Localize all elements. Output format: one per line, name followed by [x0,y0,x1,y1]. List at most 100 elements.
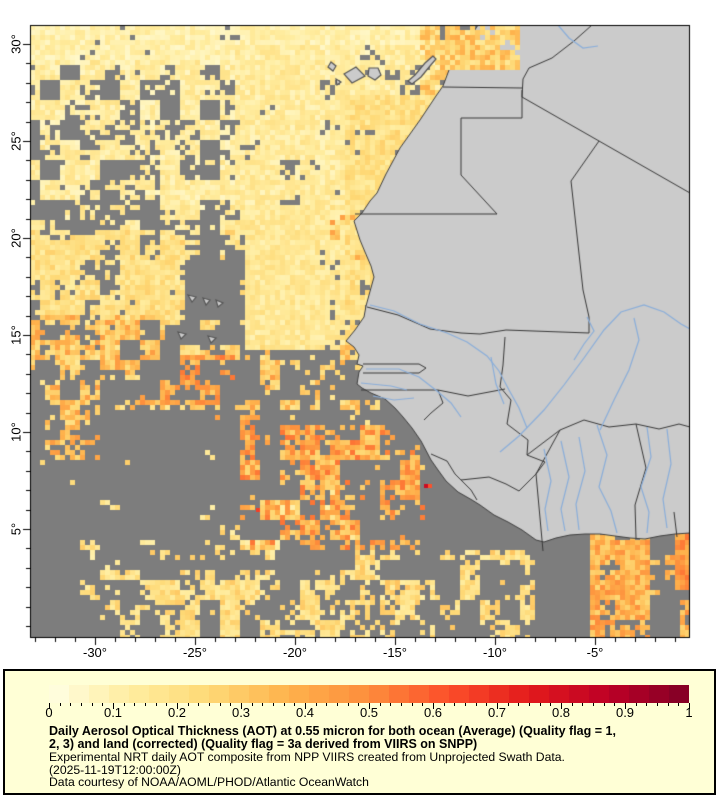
colorbar-minor-tick [603,703,605,706]
colorbar-minor-tick [475,703,477,706]
colorbar-segment [429,685,449,703]
colorbar-segment [189,685,209,703]
legend-title-line2: 2, 3) and land (corrected) (Quality flag… [49,737,478,751]
colorbar-minor-tick [315,703,317,706]
colorbar-segment [669,685,689,703]
y-axis-tick-label: 25° [8,131,24,151]
colorbar-minor-tick [667,703,669,706]
colorbar-segment [469,685,489,703]
colorbar-segment [589,685,609,703]
colorbar-minor-tick [187,703,189,706]
x-axis-tick-label: -30° [83,645,107,660]
colorbar-minor-tick [91,703,93,706]
colorbar-minor-tick [539,703,541,706]
colorbar-segment [149,685,169,703]
colorbar-major-tick [113,703,114,709]
legend-timestamp: (2025-11-19T12:00:00Z) [49,762,181,777]
colorbar-minor-tick [198,703,200,706]
colorbar-minor-tick [166,703,168,706]
y-axis-tick-label: 30° [8,34,24,54]
colorbar-minor-tick [134,703,136,706]
colorbar-minor-tick [422,703,424,706]
colorbar-major-tick [625,703,626,709]
colorbar-minor-tick [102,703,104,706]
colorbar-minor-tick [571,703,573,706]
colorbar-tick-label: 1 [685,705,693,720]
colorbar-major-tick [241,703,242,709]
colorbar-segment [249,685,269,703]
y-axis-tick-label: 15° [8,325,24,345]
colorbar-segment [309,685,329,703]
x-axis-tick-label: -25° [183,645,207,660]
colorbar-minor-tick [251,703,253,706]
colorbar-minor-tick [273,703,274,706]
x-axis-tick-label: -5° [586,645,604,660]
colorbar-segment [229,685,249,703]
y-axis-tick-label: 20° [8,228,24,248]
colorbar-minor-tick [70,703,72,706]
x-axis-tick-label: -10° [483,645,507,660]
colorbar-major-tick [561,703,562,709]
colorbar-tick-label: 0.5 [359,705,379,720]
colorbar-minor-tick [358,703,360,706]
colorbar [49,685,689,703]
colorbar-minor-tick [646,703,648,706]
colorbar-minor-tick [219,703,221,706]
colorbar-minor-tick [155,703,157,706]
colorbar-minor-tick [614,703,616,706]
legend-title-line1: Daily Aerosol Optical Thickness (AOT) at… [49,724,616,738]
colorbar-major-tick [49,703,50,709]
colorbar-segment [69,685,89,703]
colorbar-major-tick [433,703,434,709]
y-axis-tick-label: 5° [8,522,24,536]
colorbar-minor-tick [529,703,530,706]
colorbar-minor-tick [465,703,466,706]
colorbar-minor-tick [518,703,520,706]
colorbar-minor-tick [347,703,349,706]
colorbar-minor-tick [550,703,552,706]
colorbar-minor-tick [443,703,445,706]
x-axis-tick-label: -20° [283,645,307,660]
colorbar-minor-tick [635,703,637,706]
colorbar-minor-tick [123,703,125,706]
colorbar-minor-tick [209,703,210,706]
colorbar-tick-label: 0.2 [167,705,187,720]
colorbar-minor-tick [411,703,413,706]
colorbar-tick-label: 0.8 [551,705,571,720]
colorbar-segment [109,685,129,703]
colorbar-minor-tick [593,703,594,706]
colorbar-segment [509,685,529,703]
colorbar-segment [409,685,429,703]
colorbar-segment [529,685,549,703]
colorbar-minor-tick [657,703,658,706]
colorbar-segment [369,685,389,703]
colorbar-minor-tick [283,703,285,706]
colorbar-minor-tick [507,703,509,706]
colorbar-segment [269,685,289,703]
colorbar-segment [449,685,469,703]
colorbar-minor-tick [337,703,338,706]
map-canvas [0,0,720,662]
colorbar-tick-label: 0.6 [423,705,443,720]
colorbar-major-tick [497,703,498,709]
colorbar-segment [169,685,189,703]
colorbar-minor-tick [230,703,232,706]
colorbar-segment [49,685,69,703]
colorbar-segment [209,685,229,703]
colorbar-segment [629,685,649,703]
colorbar-minor-tick [326,703,328,706]
colorbar-segment [569,685,589,703]
colorbar-tick-label: 0.9 [615,705,635,720]
colorbar-minor-tick [294,703,296,706]
colorbar-minor-tick [390,703,392,706]
colorbar-minor-tick [582,703,584,706]
y-axis-tick-label: 10° [8,422,24,442]
colorbar-minor-tick [486,703,488,706]
colorbar-segment [349,685,369,703]
colorbar-segment [649,685,669,703]
colorbar-segment [549,685,569,703]
colorbar-major-tick [305,703,306,709]
colorbar-segment [609,685,629,703]
colorbar-major-tick [369,703,370,709]
colorbar-segment [489,685,509,703]
